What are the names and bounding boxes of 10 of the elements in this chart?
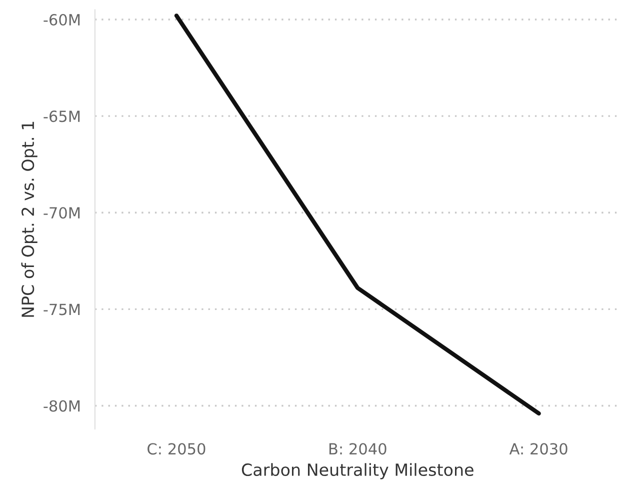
x-tick-label: A: 2030 — [509, 443, 568, 455]
y-tick-label: -65M — [44, 110, 80, 122]
y-axis-title: NPC of Opt. 2 vs. Opt. 1 — [21, 122, 38, 317]
y-tick-label: -80M — [44, 400, 80, 412]
y-tick-label: -60M — [44, 14, 80, 26]
x-tick-label: B: 2040 — [329, 443, 386, 455]
x-tick-label: C: 2050 — [148, 443, 206, 455]
y-tick-label: -75M — [44, 304, 80, 316]
y-tick-label: -70M — [44, 207, 80, 219]
x-axis-title: Carbon Neutrality Milestone — [242, 463, 474, 480]
